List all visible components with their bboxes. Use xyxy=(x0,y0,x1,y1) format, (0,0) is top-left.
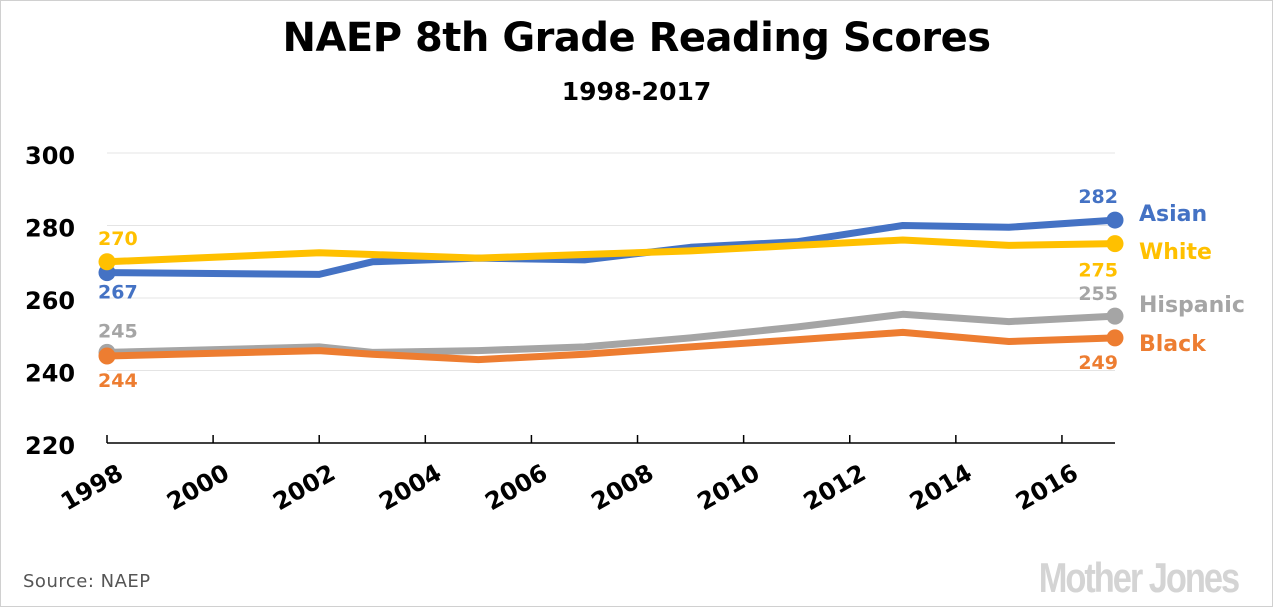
x-tick-label: 2014 xyxy=(905,459,977,517)
chart-subtitle: 1998-2017 xyxy=(561,77,712,106)
label-layer: 267 282 Asian 270 275 White 245 255 Hispanic 244 2… xyxy=(98,186,1245,392)
source-note: Source: NAEP xyxy=(23,571,151,592)
series-start-point-black xyxy=(98,347,116,365)
legend-label-asian: Asian xyxy=(1139,202,1207,227)
data-label-end-white: 275 xyxy=(1078,260,1118,282)
series-line-black xyxy=(103,328,1119,364)
data-label-end-asian: 282 xyxy=(1078,186,1118,208)
y-tick-label: 220 xyxy=(25,432,75,460)
x-tick-label: 2002 xyxy=(268,459,340,517)
y-tick-label: 260 xyxy=(25,287,75,315)
series-layer xyxy=(98,211,1124,365)
series-end-point-hispanic xyxy=(1106,307,1124,325)
x-tick-label: 2010 xyxy=(693,459,765,517)
series-end-point-white xyxy=(1106,235,1124,253)
chart-title: NAEP 8th Grade Reading Scores xyxy=(282,15,991,61)
data-label-end-hispanic: 255 xyxy=(1078,283,1118,305)
y-tick-label: 300 xyxy=(25,142,75,170)
y-tick-label: 240 xyxy=(25,360,75,388)
x-tick-label: 2000 xyxy=(162,459,234,517)
series-line-asian xyxy=(103,216,1119,278)
x-tick-label: 2016 xyxy=(1011,459,1083,517)
data-label-start-white: 270 xyxy=(98,228,138,250)
x-tick-label: 1998 xyxy=(56,459,128,517)
data-label-end-black: 249 xyxy=(1078,352,1118,374)
legend-label-hispanic: Hispanic xyxy=(1139,293,1245,318)
series-end-point-asian xyxy=(1106,211,1124,229)
series-line-hispanic xyxy=(103,310,1119,356)
x-tick-label: 2004 xyxy=(374,459,446,517)
series-line-white xyxy=(103,236,1119,266)
series-start-point-white xyxy=(98,253,116,271)
x-tick-label: 2012 xyxy=(799,459,871,517)
axis-layer: 220 240 260 280 300 1998 2000 2002 2004 2006 2008 2… xyxy=(25,142,1115,516)
data-label-start-asian: 267 xyxy=(98,282,138,304)
data-label-start-black: 244 xyxy=(98,370,138,392)
x-tick-label: 2006 xyxy=(480,459,552,517)
legend-label-black: Black xyxy=(1139,332,1207,357)
y-tick-label: 280 xyxy=(25,215,75,243)
publisher-logo: Mother Jones xyxy=(1038,554,1240,601)
data-label-start-hispanic: 245 xyxy=(98,320,138,342)
legend-label-white: White xyxy=(1139,240,1212,265)
series-end-point-black xyxy=(1106,329,1124,347)
x-tick-label: 2008 xyxy=(587,459,659,517)
